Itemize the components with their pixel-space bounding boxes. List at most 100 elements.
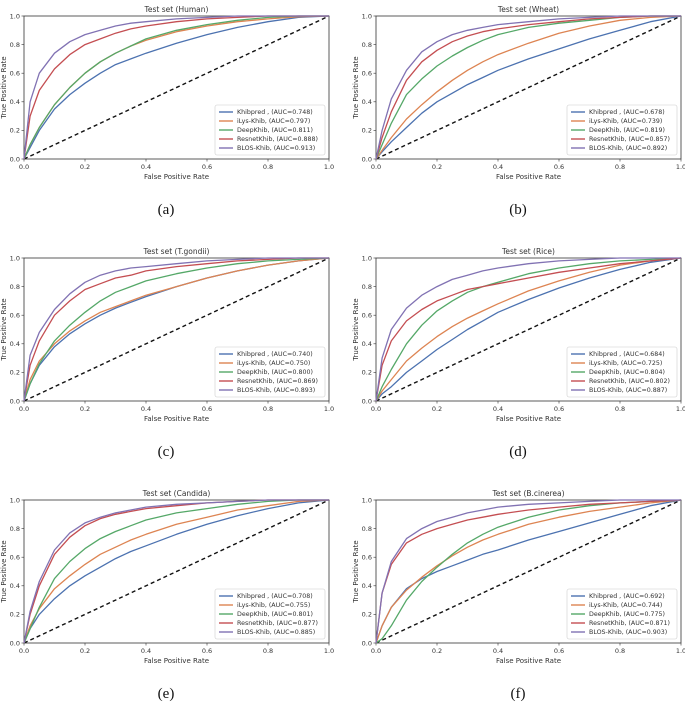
legend-entry: Khibpred , (AUC=0.678) [589, 109, 665, 116]
y-tick-label: 1.0 [362, 496, 372, 504]
x-tick-label: 0.6 [202, 405, 212, 413]
roc-curve-blos-khib [23, 257, 329, 402]
legend: Khibpred , (AUC=0.708) iLys-Khib, (AUC=0.… [214, 588, 326, 640]
roc-curve-resnetkhib [375, 499, 682, 644]
roc-curve-blos-khib [375, 499, 681, 644]
x-tick-label: 0.4 [493, 647, 503, 655]
y-tick-label: 0.4 [10, 340, 20, 348]
legend-entry: DeepKhib, (AUC=0.775) [589, 611, 665, 618]
legend-entry: iLys-Khib, (AUC=0.755) [237, 602, 310, 609]
x-tick-label: 1.0 [676, 405, 685, 413]
y-axis-label: True Positive Rate [352, 540, 360, 603]
y-axis-label: True Positive Rate [0, 56, 8, 119]
y-tick-label: 0.8 [362, 41, 372, 49]
panel-title: Test set (Human) [144, 5, 209, 14]
x-tick-label: 0.8 [615, 647, 625, 655]
legend-entry: ResnetKhib, (AUC=0.888) [237, 136, 318, 143]
y-tick-label: 0.0 [10, 397, 20, 405]
y-tick-label: 0.6 [362, 554, 372, 562]
x-tick-label: 0.2 [80, 405, 90, 413]
x-tick-label: 1.0 [676, 647, 685, 655]
roc-curve-ilys-khib [375, 257, 682, 402]
x-tick-label: 0.4 [141, 405, 151, 413]
y-tick-label: 0.2 [362, 611, 372, 619]
x-tick-label: 0.0 [371, 405, 381, 413]
y-tick-label: 0.4 [362, 98, 372, 106]
roc-panel-5: Test set (Candida) 0.0 0.2 0.4 0.6 0.8 1.0 0.0 0… [0, 489, 334, 702]
legend-entry: iLys-Khib, (AUC=0.739) [589, 118, 662, 125]
y-axis-label: True Positive Rate [0, 298, 8, 361]
x-axis-label: False Positive Rate [144, 657, 209, 665]
roc-curve-ilys-khib [375, 15, 682, 160]
roc-curve-ilys-khib [375, 499, 682, 644]
x-tick-label: 0.8 [615, 405, 625, 413]
roc-curve-blos-khib [23, 15, 329, 160]
x-tick-label: 0.4 [141, 647, 151, 655]
roc-curve-deepkhib [23, 15, 329, 160]
x-axis-label: False Positive Rate [496, 173, 561, 181]
legend-entry: BLOS-Khib, (AUC=0.903) [589, 629, 667, 636]
x-axis-label: False Positive Rate [144, 415, 209, 423]
y-tick-label: 0.4 [362, 582, 372, 590]
y-tick-label: 0.4 [10, 98, 20, 106]
chance-diagonal [23, 15, 330, 160]
y-tick-label: 0.4 [362, 340, 372, 348]
y-tick-label: 0.6 [10, 70, 20, 78]
legend: Khibpred , (AUC=0.684) iLys-Khib, (AUC=0.… [566, 346, 678, 398]
legend-entry: ResnetKhib, (AUC=0.877) [237, 620, 318, 627]
y-tick-label: 0.6 [362, 70, 372, 78]
legend-entry: DeepKhib, (AUC=0.819) [589, 127, 665, 134]
roc-curve-blos-khib [23, 499, 329, 644]
x-tick-label: 0.6 [202, 647, 212, 655]
y-tick-label: 1.0 [10, 254, 20, 262]
x-tick-label: 0.8 [263, 647, 273, 655]
x-tick-label: 0.8 [615, 163, 625, 171]
roc-curve-blos-khib [375, 257, 681, 402]
panel-caption: (a) [158, 202, 175, 218]
legend-entry: Khibpred , (AUC=0.740) [237, 351, 313, 358]
roc-curve-resnetkhib [23, 15, 329, 160]
panel-title: Test set (Wheat) [497, 5, 559, 14]
legend-entry: iLys-Khib, (AUC=0.797) [237, 118, 310, 125]
x-tick-label: 0.2 [80, 647, 90, 655]
legend: Khibpred , (AUC=0.740) iLys-Khib, (AUC=0.… [214, 346, 326, 398]
roc-curve-deepkhib [375, 257, 682, 402]
panel-title: Test set (B.cinerea) [491, 489, 564, 498]
legend-box [214, 104, 326, 156]
legend-entry: ResnetKhib, (AUC=0.871) [589, 620, 670, 627]
roc-curve-deepkhib [23, 499, 329, 644]
roc-panel-1: Test set (Human) 0.0 0.2 0.4 0.6 0.8 1.0 0.0 0.2… [0, 5, 334, 218]
x-tick-label: 0.0 [19, 163, 29, 171]
x-tick-label: 0.0 [19, 405, 29, 413]
legend-entry: BLOS-Khib, (AUC=0.885) [237, 629, 315, 636]
x-tick-label: 0.6 [554, 647, 564, 655]
legend-entry: BLOS-Khib, (AUC=0.892) [589, 145, 667, 152]
x-tick-label: 1.0 [324, 647, 334, 655]
legend-entry: Khibpred , (AUC=0.708) [237, 593, 313, 600]
x-tick-label: 0.0 [371, 647, 381, 655]
legend-entry: DeepKhib, (AUC=0.801) [237, 611, 313, 618]
legend-entry: BLOS-Khib, (AUC=0.913) [237, 145, 315, 152]
y-tick-label: 0.2 [10, 127, 20, 135]
roc-curve-deepkhib [375, 499, 682, 644]
y-tick-label: 0.8 [10, 525, 20, 533]
legend-box [566, 346, 678, 398]
panel-title: Test set (T.gondii) [143, 247, 210, 256]
panel-title: Test set (Candida) [142, 489, 211, 498]
y-tick-label: 0.0 [362, 155, 372, 163]
roc-curve-khibpred [375, 15, 682, 160]
x-tick-label: 0.2 [432, 405, 442, 413]
y-tick-label: 1.0 [362, 254, 372, 262]
y-tick-label: 0.0 [10, 155, 20, 163]
y-tick-label: 1.0 [10, 12, 20, 20]
chance-diagonal [375, 257, 682, 402]
legend-entry: Khibpred , (AUC=0.692) [589, 593, 665, 600]
x-tick-label: 0.6 [554, 405, 564, 413]
roc-curve-resnetkhib [375, 15, 681, 160]
roc-curve-khibpred [23, 15, 330, 160]
legend: Khibpred , (AUC=0.678) iLys-Khib, (AUC=0.… [566, 104, 678, 156]
legend-box [214, 346, 326, 398]
x-tick-label: 1.0 [676, 163, 685, 171]
x-axis-label: False Positive Rate [496, 657, 561, 665]
